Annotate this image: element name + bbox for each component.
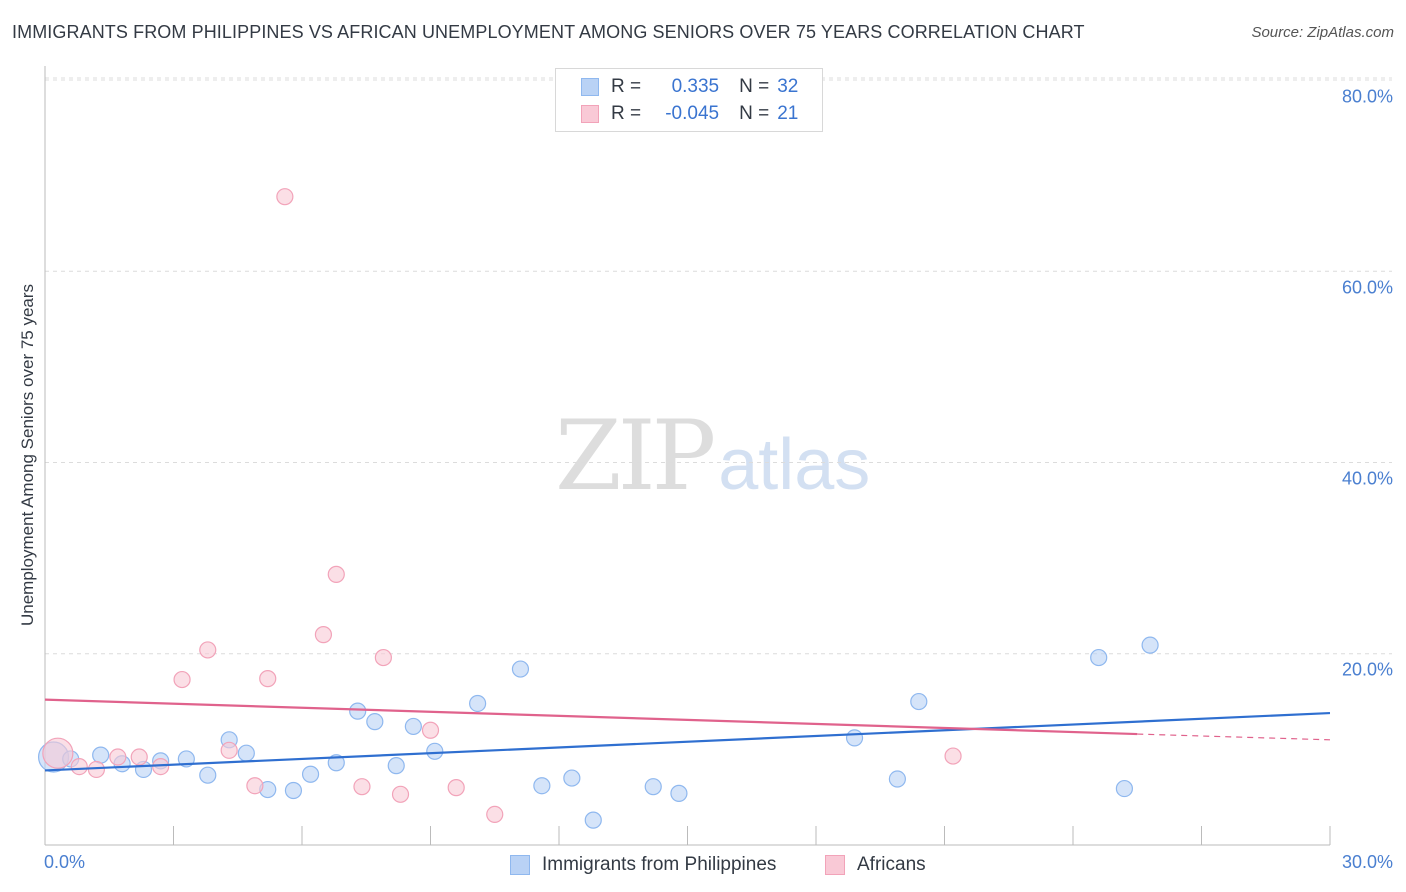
bottom-legend-africans: Africans (825, 852, 926, 878)
philippines-point (366, 713, 384, 731)
africans-point (276, 188, 294, 206)
africans-point (109, 748, 127, 766)
source-credit: Source: ZipAtlas.com (1251, 24, 1394, 41)
philippines-point (1090, 648, 1108, 667)
philippines-point (888, 770, 906, 788)
legend-row-africans: R = -0.045 N = 21 (581, 102, 798, 126)
philippines-point (237, 744, 255, 762)
legend-swatch-blue (581, 78, 599, 96)
x-tick-label: 30.0% (1341, 852, 1393, 872)
watermark: ZIPatlas (555, 400, 870, 512)
philippines-point (845, 729, 864, 747)
philippines-point (910, 692, 928, 711)
correlation-legend: R = 0.335 N = 32 R = -0.045 N = 21 (555, 68, 823, 132)
philippines-point (511, 660, 530, 678)
y-tick-label: 20.0% (1341, 659, 1393, 680)
philippines-trend-line (44, 711, 1331, 772)
philippines-point (644, 778, 662, 796)
chart-title: IMMIGRANTS FROM PHILIPPINES VS AFRICAN U… (12, 22, 1085, 42)
legend-n-label: N = (739, 103, 770, 124)
legend-n-value: 21 (777, 103, 799, 124)
philippines-point (387, 757, 405, 775)
bottom-legend-label: Africans (857, 854, 926, 875)
philippines-point (199, 766, 217, 784)
y-axis-label: Unemployment Among Seniors over 75 years (18, 283, 37, 627)
africans-trend-line (44, 698, 1138, 736)
philippines-point (301, 765, 320, 783)
philippines-point (584, 811, 602, 829)
africans-point (42, 737, 74, 769)
philippines-point (670, 784, 688, 802)
africans-point (70, 757, 88, 776)
x-tick-label: 0.0% (44, 852, 86, 872)
africans-point (246, 777, 264, 795)
africans-point (259, 670, 277, 688)
africans-point (327, 565, 345, 583)
legend-r-value: 0.335 (671, 76, 720, 97)
philippines-point (284, 781, 303, 800)
philippines-point (92, 746, 110, 764)
philippines-point (563, 769, 581, 787)
africans-point (220, 741, 238, 759)
africans-point (391, 785, 410, 803)
bottom-legend-philippines: Immigrants from Philippines (510, 852, 776, 878)
legend-n-label: N = (739, 76, 770, 97)
africans-point (173, 670, 191, 689)
africans-point (199, 641, 217, 659)
africans-point (353, 778, 371, 796)
philippines-point (1141, 636, 1159, 654)
watermark-atlas: atlas (718, 425, 871, 505)
philippines-point (426, 742, 444, 760)
africans-point (486, 805, 504, 824)
philippines-point (1115, 779, 1134, 798)
africans-point (130, 748, 148, 766)
legend-r-label: R = (611, 76, 642, 97)
legend-r-value: -0.045 (665, 103, 720, 124)
watermark-zip: ZIP (555, 400, 716, 512)
philippines-point (404, 717, 422, 736)
legend-r-label: R = (611, 103, 642, 124)
philippines-point (327, 754, 345, 772)
philippines-point (469, 694, 487, 713)
philippines-point (533, 777, 551, 795)
africans-point (374, 648, 392, 667)
africans-point (314, 626, 333, 644)
y-tick-label: 40.0% (1341, 468, 1393, 489)
y-tick-label: 80.0% (1341, 86, 1393, 107)
y-tick-label: 60.0% (1341, 277, 1393, 298)
africans-point (421, 721, 440, 739)
africans-point (447, 779, 465, 797)
africans-point (944, 747, 962, 765)
legend-swatch-pink (581, 105, 599, 123)
bottom-legend-swatch-pink (825, 855, 845, 875)
africans-trend-extension (1137, 733, 1331, 741)
bottom-legend-label: Immigrants from Philippines (542, 854, 777, 875)
legend-row-philippines: R = 0.335 N = 32 (581, 75, 798, 99)
legend-n-value: 32 (777, 76, 799, 97)
bottom-legend-swatch-blue (510, 855, 530, 875)
philippines-point (349, 702, 367, 720)
